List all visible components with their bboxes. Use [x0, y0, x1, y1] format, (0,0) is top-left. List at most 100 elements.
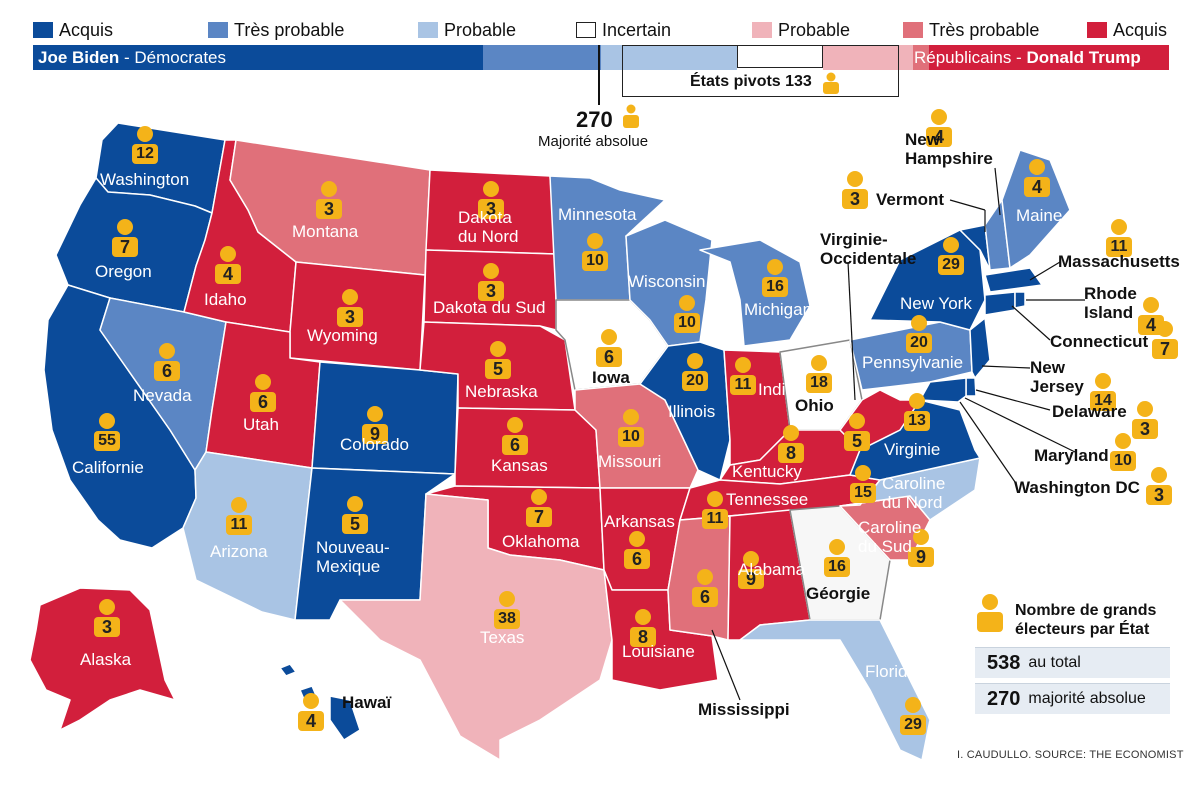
legend-label: Très probable	[234, 19, 345, 40]
state-michigan	[699, 239, 811, 347]
state-label-illinois: Illinois	[668, 402, 716, 421]
elector-washington: 12	[130, 125, 160, 165]
person-icon	[1132, 401, 1158, 439]
state-label-washington: Washington	[100, 170, 190, 189]
person-icon	[1146, 467, 1172, 505]
elector-montana: 3	[314, 180, 344, 220]
elector-illinois: 20	[680, 352, 710, 392]
state-label-rhode-island: Rhode Island	[1084, 284, 1137, 322]
key-majority-label: majorité absolue	[1028, 690, 1146, 707]
person-icon	[842, 171, 868, 209]
ev-count: 11	[1110, 238, 1128, 255]
key-row-total: 538 au total	[975, 647, 1170, 678]
legend-item-rep-tres-probable: Très probable	[903, 20, 1039, 40]
person-icon	[900, 697, 926, 735]
person-icon	[316, 181, 342, 219]
person-icon	[824, 539, 850, 577]
person-icon	[112, 219, 138, 257]
ev-count: 6	[699, 587, 710, 607]
credit: I. CAUDULLO. SOURCE: THE ECONOMIST	[957, 749, 1184, 761]
elector-iowa: 6	[594, 328, 624, 368]
elector-idaho: 4	[213, 245, 243, 285]
elector-oregon: 7	[110, 218, 140, 258]
ev-count: 9	[369, 424, 380, 444]
state-louisiana	[603, 569, 719, 691]
person-icon	[908, 529, 934, 567]
majority-line	[598, 45, 600, 105]
swatch-dem-tres-probable	[208, 22, 228, 38]
state-label-nouveau-mexique: Nouveau- Mexique	[316, 538, 390, 576]
legend-item-dem-acquis: Acquis	[33, 20, 113, 40]
person-icon	[674, 295, 700, 333]
elector-ohio: 18	[804, 354, 834, 394]
state-label-alaska: Alaska	[80, 650, 132, 669]
person-icon	[938, 237, 964, 275]
state-label-géorgie: Géorgie	[806, 584, 871, 603]
state-label-delaware: Delaware	[1052, 402, 1127, 421]
state-label-texas: Texas	[480, 628, 525, 647]
state-label-new-york: New York	[900, 294, 972, 313]
elector-kentucky: 8	[776, 424, 806, 464]
elector-maine: 4	[1022, 158, 1052, 198]
legend: Acquis Très probable Probable Incertain …	[0, 20, 1200, 42]
ev-count: 9	[915, 547, 926, 567]
person-icon	[623, 104, 639, 128]
state-label-michigan: Michigan	[744, 300, 813, 319]
ev-count: 10	[678, 314, 696, 331]
ev-count: 14	[1094, 392, 1112, 409]
state-new-jersey	[969, 317, 991, 379]
ev-count: 7	[533, 507, 544, 527]
legend-item-incertain: Incertain	[576, 20, 671, 40]
elector-nebraska: 5	[483, 340, 513, 380]
state-label-pennsylvanie: Pennsylvanie	[862, 353, 964, 372]
elector-vermont: 3	[840, 170, 870, 210]
state-label-alabama: Alabama	[738, 560, 806, 579]
majority-number: 270	[576, 107, 613, 132]
person-icon	[844, 413, 870, 451]
ev-count: 3	[485, 281, 496, 301]
elector-maryland: 10	[1108, 432, 1138, 472]
person-icon	[906, 315, 932, 353]
person-icon	[582, 233, 608, 271]
bar-dem-label: Joe Biden - Démocrates	[38, 48, 226, 68]
swatch-incertain	[576, 22, 596, 38]
person-icon	[250, 374, 276, 412]
ev-count: 16	[828, 558, 846, 575]
legend-label: Probable	[778, 19, 851, 40]
elector-dakota-du-sud: 3	[476, 262, 506, 302]
ev-count: 4	[222, 264, 233, 284]
ev-count: 10	[586, 252, 604, 269]
ev-count: 10	[622, 428, 640, 445]
ev-count: 20	[910, 334, 928, 351]
swatch-rep-tres-probable	[903, 22, 923, 38]
elector-kansas: 6	[500, 416, 530, 456]
state-maine	[1001, 149, 1071, 269]
ev-count: 3	[344, 307, 355, 327]
person-icon	[526, 489, 552, 527]
ev-count: 3	[323, 199, 334, 219]
person-icon	[132, 126, 158, 164]
bar-dem-probable	[601, 45, 737, 70]
bar-dem-tres-probable	[483, 45, 601, 70]
elector-floride: 29	[898, 696, 928, 736]
swatch-rep-probable	[752, 22, 772, 38]
ev-count: 16	[766, 278, 784, 295]
ev-count: 3	[101, 617, 112, 637]
person-icon	[738, 551, 764, 589]
state-label-caroline-du-nord: Caroline du Nord	[882, 474, 946, 512]
person-icon	[494, 591, 520, 629]
ev-count: 6	[631, 549, 642, 569]
ev-count: 11	[230, 516, 248, 533]
person-icon	[94, 599, 120, 637]
state-label-wisconsin: Wisconsin	[628, 272, 706, 291]
person-icon	[1024, 159, 1050, 197]
ev-count: 4	[305, 711, 316, 731]
ev-count: 55	[98, 432, 116, 449]
state-label-maine: Maine	[1016, 206, 1063, 225]
person-icon	[342, 496, 368, 534]
elector-dakota-du-nord: 3	[476, 180, 506, 220]
person-icon	[1090, 373, 1116, 411]
elector-wyoming: 3	[335, 288, 365, 328]
elector-alaska: 3	[92, 598, 122, 638]
elector-louisiane: 8	[628, 608, 658, 648]
